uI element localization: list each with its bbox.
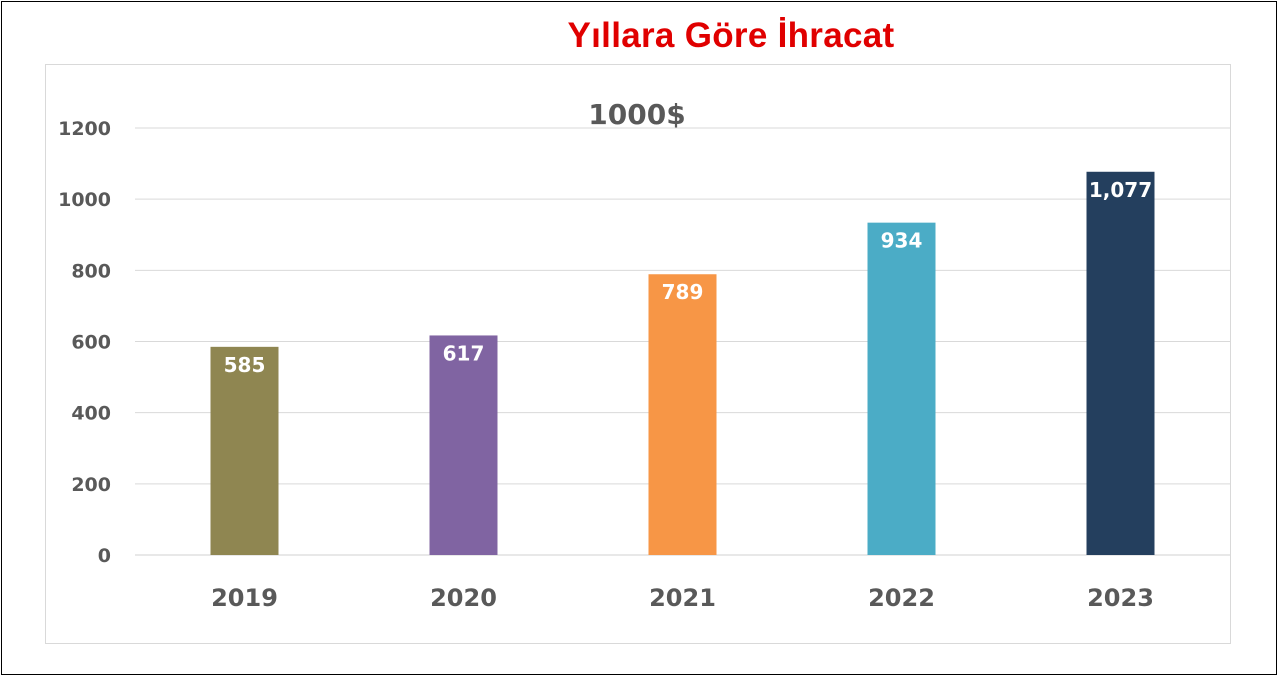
plot-area-border [45,64,1231,644]
y-tick-label: 600 [71,332,111,354]
y-axis: 0 200 400 600 800 1000 1200 [58,118,111,567]
bar [210,346,279,555]
bar [429,335,498,555]
x-tick-label: 2021 [649,584,716,612]
bar [648,274,717,555]
y-tick-label: 0 [98,545,111,567]
chart-title: Yıllara Göre İhracat [567,16,895,55]
data-label: 617 [443,341,485,365]
x-tick-label: 2019 [211,584,278,612]
data-label: 934 [881,229,923,253]
bar [867,222,936,555]
bar [1086,171,1155,555]
x-tick-label: 2023 [1087,584,1154,612]
x-axis: 2019 2020 2021 2022 2023 [211,584,1154,612]
chart-subtitle: 1000$ [588,98,685,131]
bars [210,171,1155,555]
data-label: 789 [662,280,704,304]
data-labels: 585 617 789 934 1,077 [224,178,1153,377]
data-label: 585 [224,353,266,377]
y-tick-label: 200 [71,474,111,496]
y-tick-label: 1200 [58,118,111,140]
x-tick-label: 2022 [868,584,935,612]
y-tick-label: 400 [71,403,111,425]
y-tick-label: 1000 [58,189,111,211]
x-tick-label: 2020 [430,584,497,612]
y-tick-label: 800 [71,260,111,282]
data-label: 1,077 [1089,178,1152,202]
